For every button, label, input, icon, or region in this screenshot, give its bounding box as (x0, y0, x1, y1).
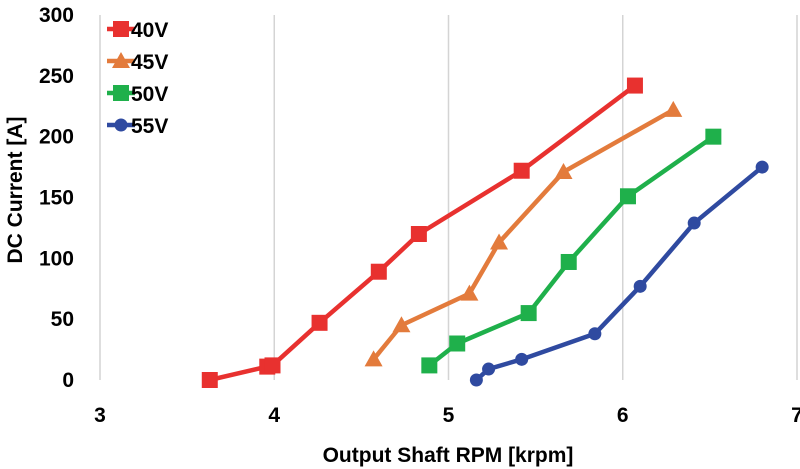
legend: 40V 45V 50V 55V (107, 19, 168, 138)
data-point-40v (410, 226, 427, 242)
data-point-45v (460, 284, 479, 301)
y-tick-label: 250 (39, 65, 74, 88)
data-point-45v (364, 350, 383, 367)
data-point-45v (490, 233, 509, 250)
data-point-55v (588, 327, 602, 341)
x-tick-label: 4 (268, 404, 280, 427)
y-tick-label: 150 (39, 187, 74, 210)
grid (99, 15, 798, 380)
legend-label-50v: 50V (131, 83, 168, 106)
legend-marker-55v (114, 118, 128, 132)
data-point-50v (520, 305, 537, 322)
data-point-55v (687, 216, 701, 230)
y-tick-label: 200 (39, 126, 74, 149)
y-axis-title: DC Current [A] (4, 117, 27, 264)
series-group (201, 77, 769, 388)
data-point-50v (619, 188, 636, 205)
data-point-45v (392, 316, 411, 333)
series-40v (201, 77, 643, 388)
data-point-40v (201, 372, 218, 388)
legend-label-40v: 40V (131, 19, 168, 42)
x-axis-title: Output Shaft RPM [krpm] (323, 444, 574, 467)
axes: 3 4 5 6 7 0 50 100 150 200 250 300 (39, 4, 800, 427)
data-point-45v (664, 100, 683, 117)
legend-item-50v: 50V (107, 83, 168, 106)
x-tick-label: 5 (443, 404, 455, 427)
data-point-55v (482, 362, 496, 376)
legend-label-55v: 55V (131, 115, 168, 138)
series-45v (364, 100, 683, 367)
legend-marker-45v (112, 52, 130, 68)
x-tick-label: 3 (94, 404, 106, 427)
data-point-40v (311, 314, 328, 331)
data-point-40v (370, 263, 387, 280)
legend-marker-40v (113, 21, 129, 37)
legend-item-55v: 55V (107, 115, 168, 138)
legend-item-40v: 40V (107, 19, 168, 42)
data-point-50v (560, 253, 577, 270)
data-point-50v (449, 335, 466, 352)
series-line-55v (474, 164, 765, 383)
data-point-55v (515, 352, 529, 366)
data-point-40v (626, 77, 643, 94)
legend-marker-50v (113, 85, 129, 101)
y-tick-label: 50 (51, 308, 74, 331)
data-point-55v (755, 160, 769, 174)
data-point-55v (633, 279, 647, 293)
y-tick-label: 100 (39, 247, 74, 270)
data-point-40v (513, 162, 530, 179)
data-point-55v (469, 373, 483, 387)
x-tick-label: 6 (617, 404, 629, 427)
data-point-40v (264, 357, 281, 374)
series-50v (421, 128, 722, 374)
x-tick-label: 7 (791, 404, 800, 427)
y-tick-label: 300 (39, 4, 74, 27)
series-55v (469, 160, 769, 387)
legend-label-45v: 45V (131, 51, 168, 74)
legend-item-45v: 45V (107, 51, 168, 74)
data-point-50v (705, 128, 722, 145)
data-point-45v (554, 162, 573, 179)
y-tick-label: 0 (62, 369, 74, 392)
data-point-50v (421, 357, 438, 374)
